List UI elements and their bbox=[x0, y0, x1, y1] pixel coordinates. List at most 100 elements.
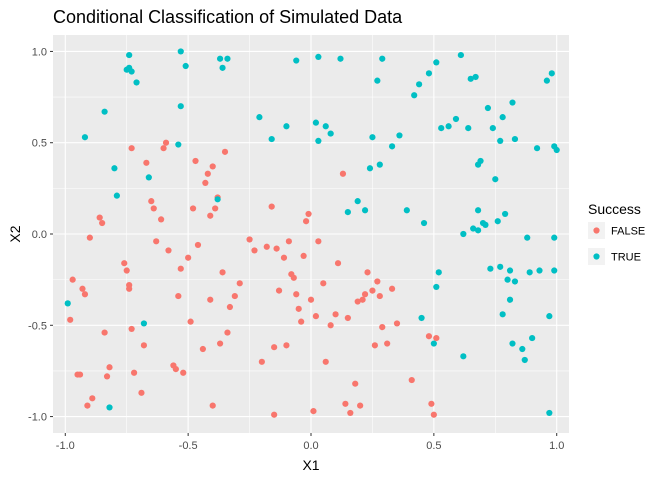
point-true bbox=[327, 130, 334, 137]
point-true bbox=[452, 115, 460, 123]
point-false bbox=[359, 296, 366, 303]
point-false bbox=[209, 402, 216, 409]
point-true bbox=[111, 165, 118, 172]
point-true bbox=[418, 314, 425, 322]
point-true bbox=[472, 73, 479, 81]
point-true bbox=[361, 207, 369, 214]
point-false bbox=[327, 322, 334, 329]
point-false bbox=[376, 292, 383, 300]
point-false bbox=[302, 218, 310, 225]
point-true bbox=[81, 134, 89, 141]
point-true bbox=[403, 207, 410, 214]
point-false bbox=[189, 205, 197, 212]
point-false bbox=[408, 376, 415, 384]
point-false bbox=[162, 139, 170, 146]
point-true bbox=[489, 125, 496, 132]
point-false bbox=[130, 369, 138, 376]
point-true bbox=[379, 55, 386, 62]
point-true bbox=[312, 119, 320, 126]
point-false bbox=[357, 402, 364, 409]
point-false bbox=[192, 157, 199, 165]
point-false bbox=[150, 205, 157, 212]
y-axis-ticks: -1.0 -0.5 0.0 0.5 1.0 bbox=[28, 46, 53, 424]
point-false bbox=[251, 247, 258, 254]
point-false bbox=[140, 342, 148, 349]
point-true bbox=[113, 192, 120, 199]
point-true bbox=[497, 263, 504, 270]
point-false bbox=[258, 358, 265, 365]
point-false bbox=[103, 373, 111, 380]
point-true bbox=[177, 48, 184, 55]
point-true bbox=[344, 208, 351, 216]
point-false bbox=[180, 369, 187, 376]
point-false bbox=[246, 236, 253, 243]
point-true bbox=[467, 75, 474, 82]
point-false bbox=[280, 254, 288, 261]
y-tick-label: 1.0 bbox=[32, 46, 47, 58]
point-false bbox=[160, 145, 167, 152]
point-false bbox=[428, 400, 435, 407]
point-false bbox=[374, 278, 381, 285]
point-false bbox=[185, 254, 192, 261]
point-true bbox=[140, 320, 148, 327]
point-false bbox=[361, 291, 369, 298]
point-true bbox=[268, 135, 275, 143]
point-true bbox=[511, 135, 519, 143]
point-false bbox=[172, 366, 179, 373]
point-false bbox=[271, 344, 278, 351]
point-true bbox=[420, 219, 428, 227]
point-true bbox=[256, 114, 263, 121]
point-false bbox=[283, 342, 290, 349]
point-true bbox=[106, 404, 113, 411]
point-false bbox=[332, 311, 339, 318]
y-tick-label: -1.0 bbox=[28, 412, 47, 424]
point-false bbox=[165, 247, 172, 254]
point-false bbox=[310, 407, 317, 415]
point-true bbox=[474, 207, 482, 214]
point-true bbox=[219, 64, 226, 71]
x-tick-label: -0.5 bbox=[179, 440, 198, 452]
point-true bbox=[369, 134, 376, 141]
point-false bbox=[79, 285, 86, 292]
x-tick-label: 1.0 bbox=[549, 440, 564, 452]
point-true bbox=[396, 132, 403, 139]
point-true bbox=[506, 267, 514, 274]
point-true bbox=[551, 234, 558, 241]
point-true bbox=[477, 157, 484, 165]
point-true bbox=[548, 70, 555, 77]
point-true bbox=[315, 137, 322, 144]
point-false bbox=[216, 340, 224, 347]
point-true bbox=[460, 230, 467, 238]
point-false bbox=[81, 291, 89, 298]
point-true bbox=[388, 143, 396, 150]
point-false bbox=[271, 411, 278, 418]
point-false bbox=[224, 329, 231, 336]
point-true bbox=[533, 145, 541, 152]
point-false bbox=[273, 245, 280, 252]
point-false bbox=[148, 198, 155, 205]
point-false bbox=[352, 380, 359, 387]
point-true bbox=[506, 296, 514, 303]
legend-label-false: FALSE bbox=[611, 226, 645, 238]
point-false bbox=[293, 291, 300, 298]
point-true bbox=[502, 210, 509, 218]
point-false bbox=[300, 252, 307, 260]
point-false bbox=[76, 371, 84, 378]
point-true bbox=[433, 283, 440, 291]
point-false bbox=[207, 212, 214, 219]
legend-label-true: TRUE bbox=[611, 252, 641, 264]
point-true bbox=[182, 62, 189, 70]
point-false bbox=[126, 285, 133, 292]
point-false bbox=[69, 276, 76, 283]
point-true bbox=[315, 53, 322, 61]
point-true bbox=[416, 81, 423, 88]
point-false bbox=[315, 238, 322, 245]
point-false bbox=[106, 364, 113, 371]
point-false bbox=[67, 316, 74, 323]
point-true bbox=[521, 356, 528, 364]
point-true bbox=[457, 51, 464, 59]
point-false bbox=[307, 296, 315, 303]
point-false bbox=[290, 274, 297, 281]
x-tick-label: -1.0 bbox=[56, 440, 75, 452]
